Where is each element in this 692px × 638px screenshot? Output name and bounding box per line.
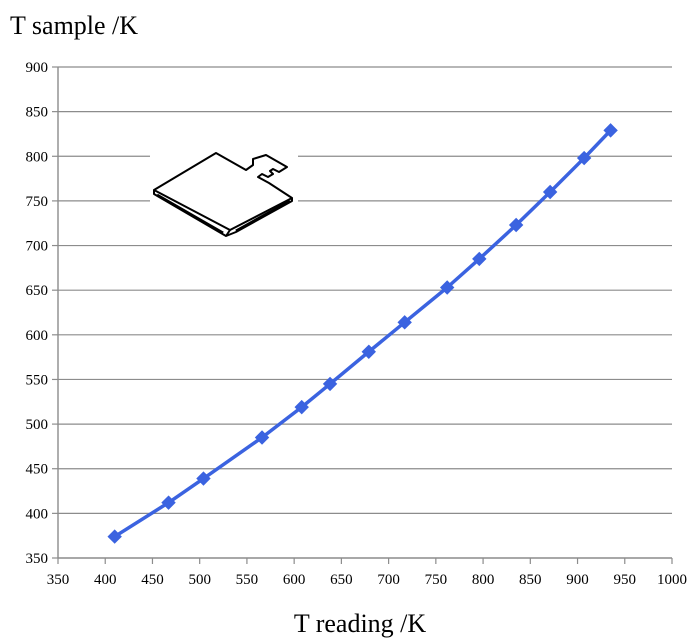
y-tick-label: 700 xyxy=(26,239,49,255)
x-tick-label: 450 xyxy=(141,572,164,588)
y-tick-label: 450 xyxy=(26,462,49,478)
axes xyxy=(57,67,672,559)
x-tick-label: 700 xyxy=(377,572,400,588)
data-point xyxy=(107,529,122,544)
data-point xyxy=(361,344,376,359)
y-tick-label: 600 xyxy=(26,328,49,344)
series-line xyxy=(113,129,612,539)
x-tick-label: 800 xyxy=(472,572,495,588)
x-tick-label: 500 xyxy=(188,572,211,588)
data-point xyxy=(397,315,412,330)
data-point xyxy=(576,150,592,166)
data-point xyxy=(254,430,270,445)
data-point xyxy=(294,399,309,415)
x-tick-label: 750 xyxy=(425,572,448,588)
y-tick-label: 800 xyxy=(26,149,49,165)
x-tick-label: 950 xyxy=(614,572,637,588)
y-tick-labels: 350 400 450 500 550 600 650 700 750 800 850 900 xyxy=(26,60,49,567)
y-tick-label: 650 xyxy=(26,283,49,299)
x-tick-labels: 350 400 450 500 550 600 650 700 750 800 850 900 950 1… xyxy=(47,572,687,588)
x-tick-label: 850 xyxy=(519,572,542,588)
data-point xyxy=(322,376,338,392)
x-tick-label: 550 xyxy=(236,572,259,588)
y-tick-label: 850 xyxy=(26,105,49,121)
inset-backdrop xyxy=(150,140,298,244)
series-line-path xyxy=(113,129,612,539)
x-tick-label: 400 xyxy=(94,572,117,588)
data-point xyxy=(161,495,176,510)
x-tick-label: 900 xyxy=(566,572,589,588)
y-tick-label: 900 xyxy=(26,60,49,76)
data-point xyxy=(542,184,558,200)
x-axis-label: T reading /K xyxy=(294,609,427,638)
data-point xyxy=(439,280,455,295)
series-markers xyxy=(107,123,618,544)
gridlines xyxy=(52,66,673,564)
y-tick-label: 750 xyxy=(26,194,49,210)
x-tick-label: 600 xyxy=(283,572,306,588)
y-tick-label: 500 xyxy=(26,417,49,433)
x-tick-label: 650 xyxy=(330,572,353,588)
x-tick-label: 1000 xyxy=(657,572,687,588)
data-point xyxy=(508,217,524,233)
data-point xyxy=(472,251,487,267)
sample-plate-icon xyxy=(153,152,293,237)
y-tick-label: 400 xyxy=(26,506,49,522)
x-tick-label: 350 xyxy=(47,572,70,588)
y-tick-label: 350 xyxy=(26,551,49,567)
data-point xyxy=(603,123,618,138)
y-tick-label: 550 xyxy=(26,372,49,388)
data-point xyxy=(196,471,211,486)
y-axis-label: T sample /K xyxy=(10,11,138,40)
